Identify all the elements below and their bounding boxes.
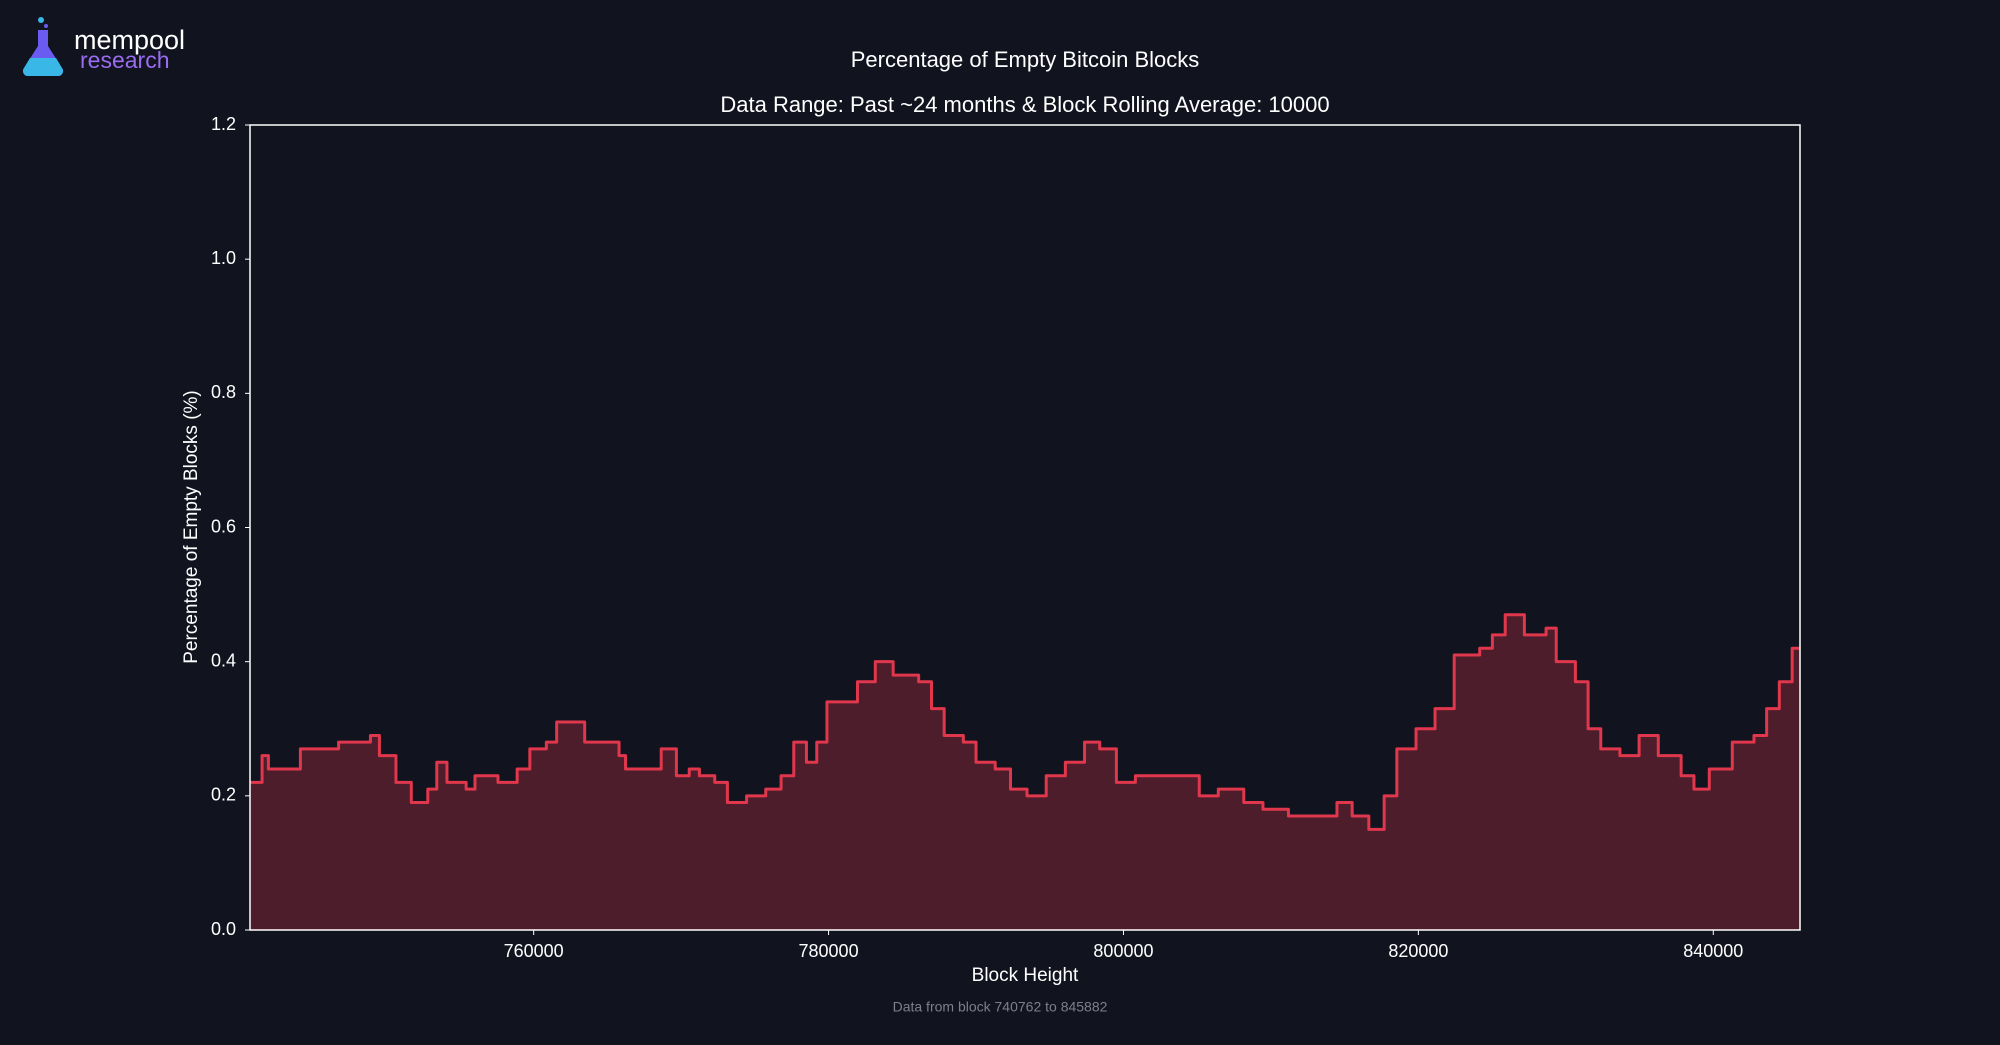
plot-frame	[249, 124, 1801, 931]
y-tick-label: 0.8	[211, 382, 236, 402]
x-tick-label: 820000	[1388, 941, 1448, 961]
logo-text: research	[80, 47, 169, 73]
y-tick-label: 0.0	[211, 919, 236, 939]
y-tick-label: 0.6	[211, 516, 236, 536]
y-tick-label: 0.2	[211, 785, 236, 805]
y-axis-label: Percentage of Empty Blocks (%)	[181, 390, 202, 664]
logo-bubble	[44, 24, 48, 28]
x-axis-label: Block Height	[972, 965, 1079, 986]
logo-liquid	[23, 58, 63, 76]
data-line	[250, 613, 1800, 831]
logo-bubble	[38, 17, 44, 23]
x-tick-label: 760000	[504, 941, 564, 961]
x-tick-label: 840000	[1683, 941, 1743, 961]
x-tick-label: 800000	[1093, 941, 1153, 961]
logo-text: mempool	[74, 25, 185, 55]
y-tick-label: 0.4	[211, 650, 236, 670]
y-tick-label: 1.2	[211, 114, 236, 134]
chart-subtitle: Data Range: Past ~24 months & Block Roll…	[720, 92, 1329, 117]
x-tick-label: 780000	[799, 941, 859, 961]
area-fill	[250, 614, 1800, 930]
chart-title: Percentage of Empty Bitcoin Blocks	[851, 47, 1200, 72]
footnote: Data from block 740762 to 845882	[893, 999, 1108, 1015]
y-tick-label: 1.0	[211, 248, 236, 268]
logo: mempool research	[23, 17, 185, 76]
